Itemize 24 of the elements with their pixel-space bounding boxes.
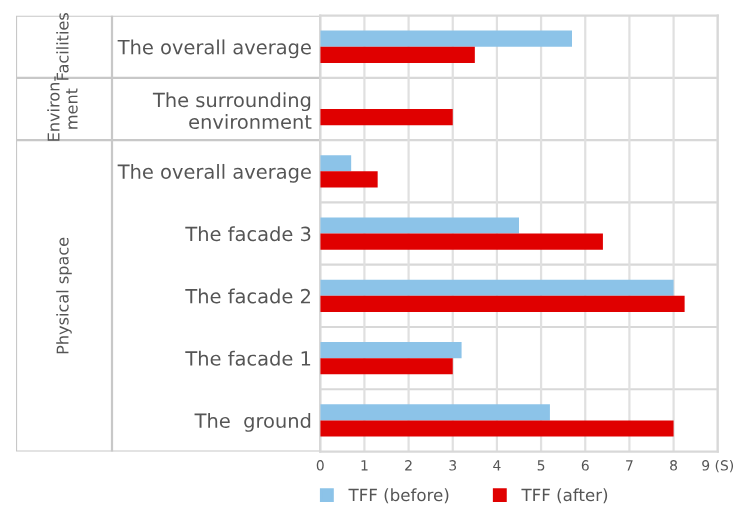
bar [320,109,453,126]
bar [320,171,378,188]
text: Facilities [56,13,69,80]
bar [320,420,674,437]
text: Physical space [56,237,72,354]
y-tick-label: The facade 3 [185,226,311,242]
bar [320,295,685,313]
bar [320,233,603,250]
bar [320,46,475,63]
bar [320,30,572,47]
legend-label: TFF (after) [521,488,608,504]
y-tick-label: The facade 1 [185,350,311,366]
bar [320,217,519,234]
y-tick-label: The ground [194,413,311,432]
y-tick-label: The overall average [117,163,311,183]
bar [320,341,462,359]
y-tick-label: The surrounding environment [152,92,312,130]
bar [320,155,352,172]
y-tick-label: The overall average [117,39,311,59]
legend-label: TFF (before) [348,488,449,504]
y-tick-label: The facade 2 [185,288,310,304]
bar [320,279,674,296]
bar [320,358,453,375]
bar [320,404,550,421]
